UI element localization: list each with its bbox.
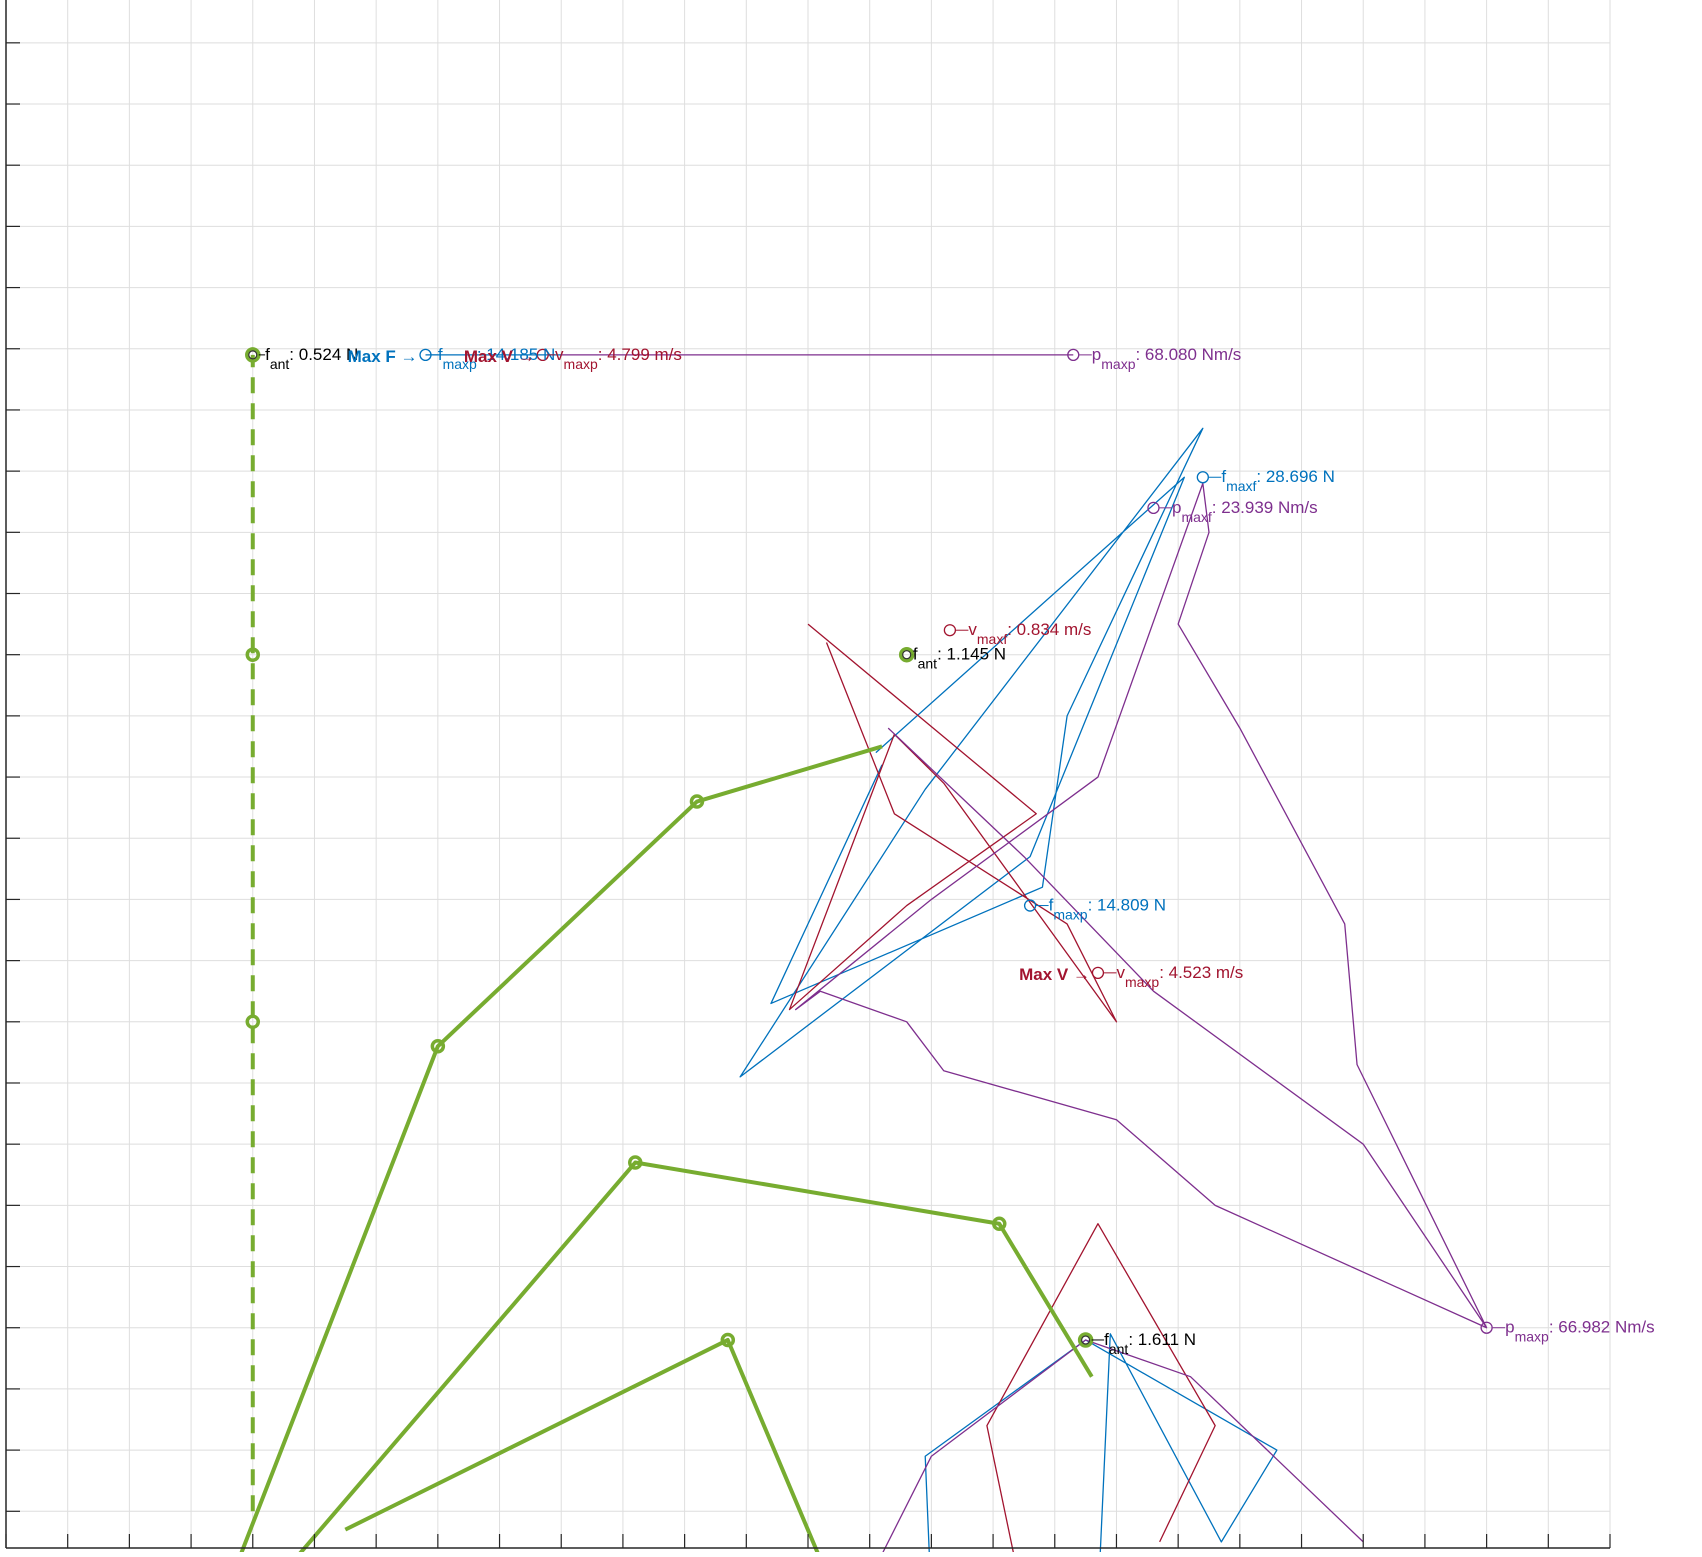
- velocity-series-line: [788, 623, 1118, 1023]
- mechanism-joint-marker: [689, 794, 705, 809]
- data-label: fmaxp: 14.185 N: [438, 345, 555, 372]
- force-point-marker: [1196, 471, 1209, 484]
- mechanism-joint-marker: [720, 1332, 736, 1348]
- max-marker-prefix: Max V →: [464, 347, 535, 366]
- data-label: fant: 1.611 N: [1104, 1330, 1196, 1357]
- data-label: fmaxp: 14.809 N: [1049, 896, 1166, 923]
- max-marker-prefix: Max F →: [348, 347, 418, 366]
- force-point-marker: [419, 348, 432, 362]
- data-label: fmaxf: 28.696 N: [1221, 467, 1335, 494]
- series-layer: [425, 354, 1488, 1557]
- mechanism-link: [237, 744, 883, 1557]
- power-series-line: [879, 1339, 1364, 1557]
- velocity-series-line: [986, 1223, 1216, 1557]
- max-marker-prefix: Max V →: [1019, 965, 1090, 984]
- data-label: pmaxf: 23.939 Nm/s: [1172, 498, 1318, 525]
- data-label: vmaxp: 4.523 m/s: [1116, 963, 1243, 990]
- force-point-marker: [1023, 899, 1037, 912]
- mechanism-joint-marker: [245, 1014, 261, 1030]
- axis-layer: [5, 0, 1611, 1549]
- antenna-point-marker: [1081, 1335, 1091, 1345]
- mechanism-layer: [237, 354, 1094, 1557]
- velocity-point-marker: [536, 348, 549, 362]
- power-point-marker: [1147, 501, 1160, 514]
- data-label: vmaxf: 0.834 m/s: [968, 620, 1091, 647]
- mechanism-joint-marker: [430, 1039, 446, 1054]
- power-point-marker: [1067, 348, 1080, 362]
- data-label: vmaxp: 4.799 m/s: [555, 345, 682, 372]
- data-label: pmaxp: 66.982 Nm/s: [1505, 1318, 1655, 1345]
- data-label: pmaxp: 68.080 Nm/s: [1092, 345, 1242, 372]
- data-label: fant: 1.145 N: [913, 645, 1006, 672]
- force-series-line: [924, 1333, 1278, 1557]
- power-point-marker: [1480, 1321, 1493, 1334]
- power-series-line: [795, 482, 1488, 1329]
- mechanism-link: [344, 1337, 822, 1557]
- velocity-point-marker: [1091, 966, 1105, 980]
- antenna-point-marker: [902, 650, 912, 660]
- mechanism-joint-marker: [245, 647, 261, 662]
- antenna-point-marker: [248, 350, 258, 360]
- velocity-point-marker: [943, 624, 957, 637]
- force-series-line: [739, 427, 1204, 1078]
- data-label: fant: 0.524 N: [265, 345, 358, 372]
- mechanism-joint-marker: [991, 1216, 1007, 1231]
- mechanism-link: [294, 1160, 1094, 1557]
- grid-layer: [5, 0, 1611, 1548]
- mechanism-joint-marker: [628, 1155, 643, 1170]
